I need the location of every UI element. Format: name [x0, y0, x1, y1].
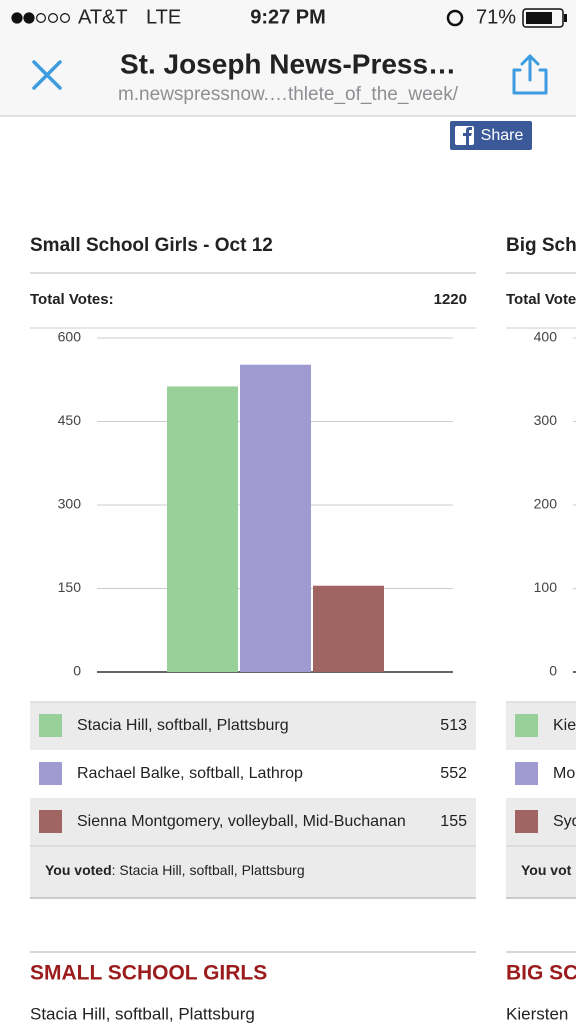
voted-choice: : Stacia Hill, softball, Plattsburg	[112, 862, 305, 878]
legend-value: 552	[440, 765, 467, 782]
legend-value: 513	[440, 717, 467, 734]
legend-label: Stacia Hill, softball, Plattsburg	[77, 717, 289, 734]
facebook-share-button[interactable]: Share	[450, 121, 532, 150]
legend-swatch	[515, 762, 538, 785]
section-text: Kiersten	[506, 1004, 568, 1023]
voted-label: You vot	[521, 862, 572, 878]
y-tick-label: 450	[58, 412, 82, 428]
legend-swatch	[39, 810, 62, 833]
share-label[interactable]: Share	[481, 127, 524, 144]
legend-swatch	[515, 714, 538, 737]
y-tick-label: 300	[58, 496, 82, 512]
poll-title: Big Sch	[506, 235, 576, 256]
browser-chrome	[0, 0, 576, 116]
voted-box	[30, 846, 476, 898]
bar	[167, 386, 238, 672]
legend-swatch	[39, 762, 62, 785]
close-button[interactable]	[32, 60, 62, 90]
y-tick-label: 200	[534, 496, 558, 512]
network: LTE	[146, 6, 181, 28]
legend-label: Kie	[553, 717, 576, 734]
bar	[313, 585, 384, 672]
y-tick-label: 150	[58, 579, 82, 595]
legend-row-bg	[30, 798, 476, 846]
section-heading: BIG SC	[506, 962, 576, 985]
y-tick-label: 600	[58, 329, 82, 345]
legend-label: Mo	[553, 765, 575, 782]
bar	[240, 364, 311, 672]
share-icon[interactable]	[512, 54, 548, 95]
legend-swatch	[39, 714, 62, 737]
y-tick-label: 0	[549, 663, 557, 679]
legend-label: Rachael Balke, softball, Lathrop	[77, 765, 303, 782]
voted-box	[506, 846, 576, 898]
legend-swatch	[515, 810, 538, 833]
voted-text: You vot	[521, 862, 572, 878]
alarm-icon	[446, 9, 464, 27]
section-text: Stacia Hill, softball, Plattsburg	[30, 1004, 255, 1023]
clock: 9:27 PM	[250, 6, 326, 28]
y-tick-label: 400	[534, 329, 558, 345]
page-title: St. Joseph News-Press…	[120, 48, 456, 79]
legend-value: 155	[440, 813, 467, 830]
battery-icon	[522, 8, 567, 28]
y-tick-label: 0	[73, 663, 81, 679]
battery-percent: 71%	[476, 6, 516, 28]
voted-text: You voted: Stacia Hill, softball, Platts…	[45, 862, 305, 878]
legend-row-bg	[30, 702, 476, 750]
legend-label: Syd	[553, 813, 576, 830]
poll-title: Small School Girls - Oct 12	[30, 235, 273, 256]
y-tick-label: 300	[534, 412, 558, 428]
signal-dots	[11, 12, 70, 24]
legend-label: Sienna Montgomery, volleyball, Mid-Bucha…	[77, 813, 406, 830]
page-url[interactable]: m.newspressnow.…thlete_of_the_week/	[118, 84, 459, 105]
y-tick-label: 100	[534, 579, 558, 595]
voted-label: You voted	[45, 862, 112, 878]
total-votes-label: Total Votes:	[30, 291, 114, 308]
section-heading: SMALL SCHOOL GIRLS	[30, 962, 267, 985]
total-votes-label: Total Vote	[506, 291, 576, 308]
total-votes: 1220	[434, 291, 467, 308]
carrier: AT&T	[78, 6, 128, 28]
